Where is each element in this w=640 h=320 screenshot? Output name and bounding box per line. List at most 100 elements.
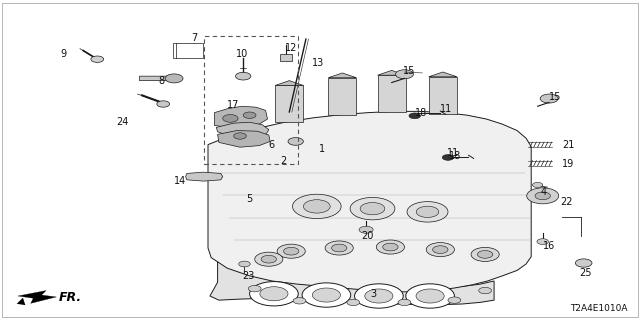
Text: 22: 22 <box>560 197 573 207</box>
Circle shape <box>312 288 340 302</box>
Polygon shape <box>429 72 457 77</box>
Polygon shape <box>140 76 176 81</box>
Bar <box>280 54 292 61</box>
Text: 13: 13 <box>312 58 324 68</box>
Polygon shape <box>18 291 56 303</box>
Circle shape <box>277 244 305 258</box>
Text: 18: 18 <box>415 108 427 118</box>
Circle shape <box>532 182 543 188</box>
Polygon shape <box>328 73 356 78</box>
Circle shape <box>157 101 170 107</box>
Circle shape <box>416 206 439 218</box>
Text: 16: 16 <box>543 241 555 251</box>
Text: 9: 9 <box>61 49 67 60</box>
Text: 11: 11 <box>440 104 452 115</box>
Circle shape <box>365 289 393 303</box>
Circle shape <box>540 94 558 103</box>
Polygon shape <box>208 111 531 292</box>
Text: 4: 4 <box>541 187 547 197</box>
Circle shape <box>303 200 330 213</box>
Polygon shape <box>275 85 303 122</box>
Polygon shape <box>216 122 269 138</box>
Text: 10: 10 <box>236 49 248 59</box>
Circle shape <box>442 155 454 160</box>
Text: 12: 12 <box>285 43 297 53</box>
Circle shape <box>260 287 288 301</box>
Circle shape <box>284 247 299 255</box>
Text: 17: 17 <box>227 100 239 110</box>
Circle shape <box>407 202 448 222</box>
Polygon shape <box>328 78 356 115</box>
Text: 14: 14 <box>174 176 186 186</box>
Circle shape <box>535 192 550 200</box>
Circle shape <box>261 255 276 263</box>
Circle shape <box>416 289 444 303</box>
Circle shape <box>302 283 351 307</box>
Polygon shape <box>275 81 303 85</box>
Text: 19: 19 <box>562 159 574 169</box>
Circle shape <box>239 261 250 267</box>
Text: 7: 7 <box>191 33 197 43</box>
Text: 20: 20 <box>362 231 374 241</box>
Circle shape <box>91 56 104 62</box>
Circle shape <box>383 243 398 251</box>
Circle shape <box>288 138 303 145</box>
Text: 15: 15 <box>549 92 561 102</box>
Circle shape <box>236 72 251 80</box>
Text: 5: 5 <box>246 194 253 204</box>
Bar <box>176 43 203 58</box>
Text: 2: 2 <box>280 156 287 166</box>
Circle shape <box>575 259 592 267</box>
Circle shape <box>292 194 341 219</box>
Text: 23: 23 <box>242 271 254 281</box>
Circle shape <box>537 239 548 244</box>
Polygon shape <box>378 70 406 75</box>
Circle shape <box>234 133 246 139</box>
Polygon shape <box>214 106 268 127</box>
Text: 1: 1 <box>319 144 325 154</box>
Circle shape <box>398 299 411 306</box>
Text: FR.: FR. <box>59 291 82 304</box>
Circle shape <box>350 197 395 220</box>
Circle shape <box>165 74 183 83</box>
Circle shape <box>223 115 238 122</box>
Circle shape <box>396 70 413 79</box>
Polygon shape <box>429 77 457 114</box>
Text: 6: 6 <box>269 140 275 150</box>
Circle shape <box>433 246 448 253</box>
Circle shape <box>293 298 306 304</box>
Circle shape <box>255 252 283 266</box>
Polygon shape <box>210 259 494 305</box>
Circle shape <box>243 112 256 118</box>
Circle shape <box>409 113 420 119</box>
Polygon shape <box>186 172 223 181</box>
Circle shape <box>426 243 454 257</box>
Polygon shape <box>218 131 270 147</box>
Bar <box>204 36 298 164</box>
Circle shape <box>477 251 493 258</box>
Text: 11: 11 <box>447 148 459 158</box>
Circle shape <box>376 240 404 254</box>
Circle shape <box>250 282 298 306</box>
Circle shape <box>347 299 360 306</box>
Text: 24: 24 <box>116 117 129 127</box>
Circle shape <box>325 241 353 255</box>
Text: 8: 8 <box>159 76 165 86</box>
Circle shape <box>406 284 454 308</box>
Polygon shape <box>378 75 406 112</box>
Text: 25: 25 <box>579 268 592 278</box>
Circle shape <box>355 284 403 308</box>
Text: 15: 15 <box>403 66 415 76</box>
Text: 18: 18 <box>449 151 461 161</box>
Circle shape <box>332 244 347 252</box>
Circle shape <box>359 226 373 233</box>
Circle shape <box>479 287 492 294</box>
Circle shape <box>248 285 261 292</box>
Circle shape <box>360 203 385 215</box>
Text: 21: 21 <box>562 140 574 150</box>
Text: T2A4E1010A: T2A4E1010A <box>570 304 627 313</box>
Circle shape <box>527 188 559 204</box>
Circle shape <box>448 297 461 303</box>
Text: 3: 3 <box>370 289 376 299</box>
Circle shape <box>471 247 499 261</box>
